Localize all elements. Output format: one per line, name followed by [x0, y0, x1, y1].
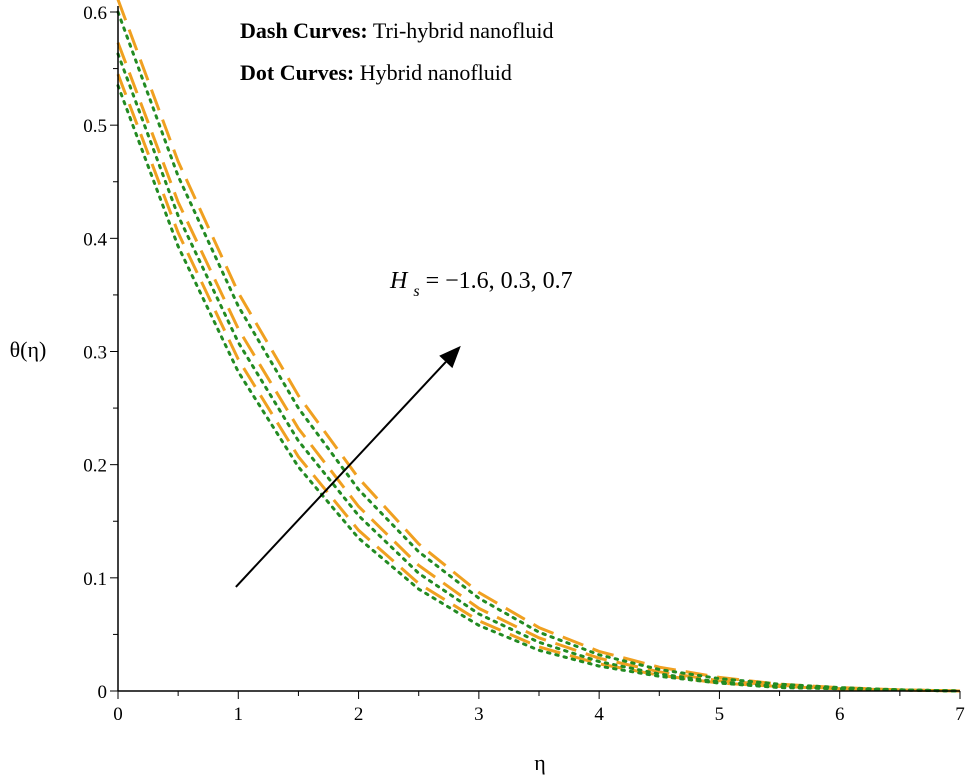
axes-group: [117, 6, 960, 692]
y-tick-label: 0.6: [83, 3, 107, 24]
annotation-symbol: H: [389, 268, 409, 294]
annotation-subscript: s: [413, 283, 419, 300]
y-tick-label: 0.5: [83, 116, 107, 137]
dash-curve-2: [116, 42, 961, 693]
dash-curve-1: [116, 0, 961, 693]
y-tick-label: 0.2: [83, 456, 107, 477]
annotation-values: = −1.6, 0.3, 0.7: [426, 268, 573, 294]
dot-curve-3: [116, 84, 962, 693]
x-tick-label: 0: [113, 704, 123, 725]
y-axis-label: θ(η): [10, 337, 47, 362]
x-tick-label: 1: [234, 704, 244, 725]
x-tick-label: 5: [715, 704, 725, 725]
legend-dot-key: Dot Curves:: [240, 60, 354, 85]
x-axis-label: η: [534, 750, 546, 775]
legend-dot: Dot Curves: Hybrid nanofluid: [240, 60, 512, 85]
legend-dash-key: Dash Curves:: [240, 18, 368, 43]
y-tick-label: 0.1: [83, 569, 107, 590]
trend-arrow-group: [235, 345, 461, 588]
y-tick-label: 0.4: [83, 229, 107, 250]
trend-arrow-head: [439, 345, 461, 369]
dot-curve-1: [116, 10, 962, 693]
trend-arrow-shaft: [235, 361, 447, 588]
curves-group: [116, 0, 962, 693]
legend-dash: Dash Curves: Tri-hybrid nanofluid: [240, 18, 554, 43]
ticks-group: 0 1 2 3 4 5 6 7 0 0.1 0.2 0.3 0.4 0.5 0.6: [83, 3, 965, 725]
y-tick-label: 0.3: [83, 343, 107, 364]
x-tick-label: 7: [955, 704, 965, 725]
parameter-annotation: H s = −1.6, 0.3, 0.7: [389, 268, 573, 302]
x-tick-label: 2: [354, 704, 364, 725]
dot-curve-2: [116, 52, 962, 693]
x-tick-label: 4: [594, 704, 604, 725]
legend-dash-desc: Tri-hybrid nanofluid: [373, 18, 554, 43]
x-tick-label: 6: [835, 704, 845, 725]
x-tick-label: 3: [474, 704, 484, 725]
y-tick-label: 0: [98, 682, 108, 703]
legend-dot-desc: Hybrid nanofluid: [360, 60, 512, 85]
